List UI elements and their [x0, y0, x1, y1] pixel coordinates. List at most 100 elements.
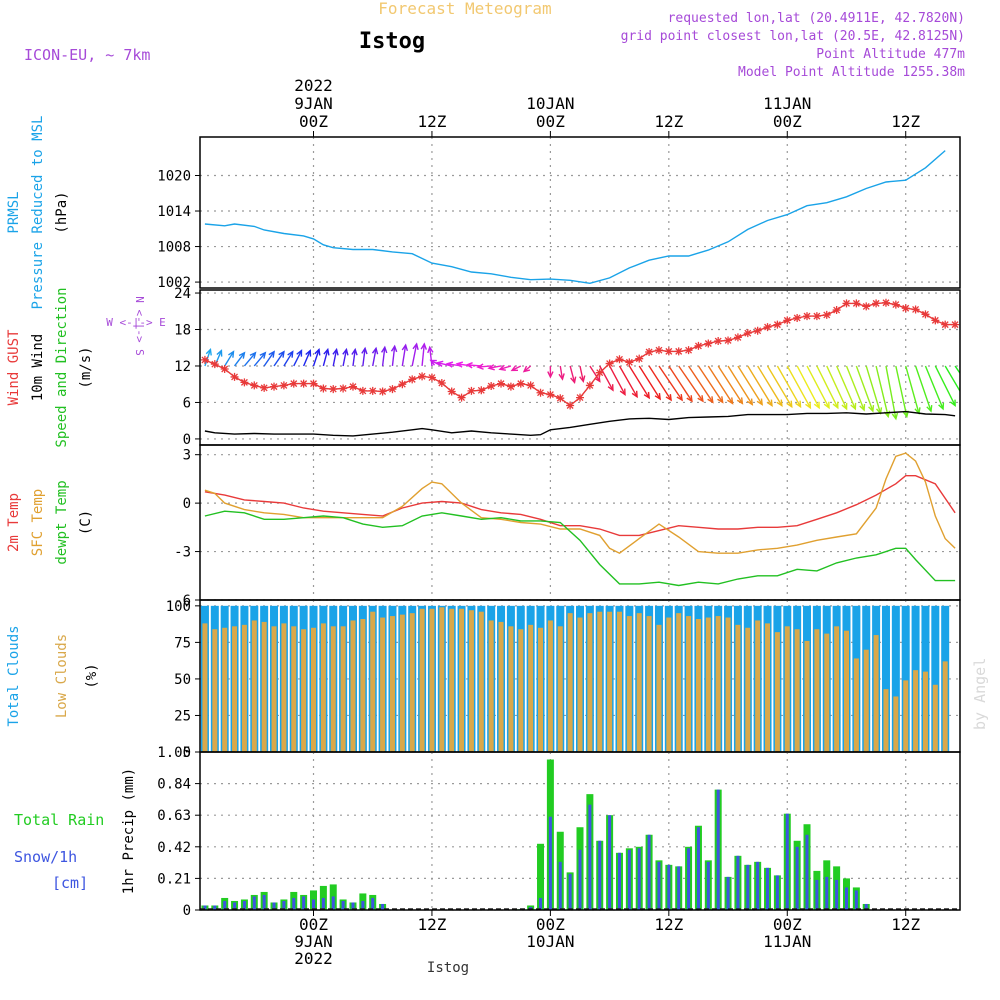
bar-snow [361, 900, 365, 910]
bar-low-clouds [626, 616, 632, 752]
x-tick-label-bottom: 00Z [299, 915, 328, 934]
gust-marker [684, 346, 693, 355]
wind-arrow-head [361, 346, 368, 355]
wind-arrow [766, 365, 793, 408]
wind-arrow-head [412, 342, 419, 350]
gust-marker [348, 382, 357, 391]
wind-arrow [668, 365, 693, 402]
bar-low-clouds [932, 684, 938, 752]
wind-arrow-head [676, 394, 683, 402]
wind-arrow-head [305, 349, 312, 357]
wind-arrow [816, 365, 839, 409]
bar-low-clouds [508, 626, 514, 752]
wind-arrow [638, 365, 661, 400]
bar-low-clouds [360, 619, 366, 752]
wind-arrow-head [570, 376, 577, 385]
wind-arrow [477, 365, 492, 368]
bar-low-clouds [636, 613, 642, 752]
gust-marker [437, 379, 446, 387]
wind-arrow [391, 346, 396, 367]
wind-arrow-head [351, 347, 358, 356]
bar-low-clouds [222, 627, 228, 752]
panel-label: 2m Temp [6, 493, 22, 552]
wind-arrow-head [619, 388, 626, 396]
wind-arrow [224, 351, 235, 367]
wind-arrow-head [850, 402, 857, 411]
x-tick-label-bottom: 11JAN [763, 932, 811, 951]
bar-low-clouds [735, 624, 741, 752]
panel-label: Total Clouds [6, 625, 22, 726]
gust-marker [595, 368, 604, 377]
wind-arrow-head [594, 375, 601, 383]
wind-arrow [717, 365, 743, 404]
wind-arrow-head [205, 347, 212, 356]
bar-snow [637, 848, 641, 910]
bar-low-clouds [587, 613, 593, 752]
bar-low-clouds [241, 624, 247, 752]
wind-arrow-head [420, 342, 427, 350]
y-tick-label: 0.21 [157, 871, 191, 887]
bar-snow [568, 873, 572, 910]
wind-arrow [826, 365, 848, 410]
bar-low-clouds [557, 626, 563, 752]
y-tick-label: 6 [183, 395, 191, 411]
bar-snow [835, 879, 839, 910]
x-tick-label-bottom: 12Z [891, 915, 920, 934]
bar-total-clouds [891, 605, 900, 752]
wind-arrow-head [686, 395, 693, 403]
bar-snow [203, 905, 207, 910]
wind-arrow-head [727, 397, 734, 405]
wind-arrow [312, 349, 320, 367]
gust-marker [931, 316, 940, 325]
bar-snow [795, 846, 799, 910]
bar-low-clouds [784, 626, 790, 752]
gust-marker [289, 379, 298, 388]
bar-low-clouds [567, 613, 573, 752]
wind-arrow-head [498, 364, 506, 371]
wind-arrow [429, 347, 433, 367]
bar-low-clouds [340, 626, 346, 752]
gust-marker [566, 401, 575, 410]
plot-area [200, 605, 950, 752]
gust-marker [210, 360, 219, 369]
bar-low-clouds [380, 617, 386, 752]
wind-arrow-head [823, 401, 830, 410]
wind-arrow-head [323, 347, 330, 356]
bar-low-clouds [676, 613, 682, 752]
wind-arrow-head [891, 412, 899, 421]
wind-arrow [253, 352, 266, 367]
bar-snow [854, 890, 858, 910]
bar-low-clouds [755, 620, 761, 752]
bar-snow [321, 897, 325, 910]
bar-low-clouds [488, 620, 494, 752]
gust-marker [427, 373, 436, 382]
wind-arrow-head [717, 396, 724, 404]
bar-low-clouds [646, 616, 652, 752]
gust-marker [605, 359, 614, 368]
wind-arrow [488, 365, 502, 369]
bar-snow [252, 896, 256, 910]
wind-arrow [233, 352, 246, 367]
bar-snow [687, 848, 691, 910]
x-tick-label-bottom: 10JAN [526, 932, 574, 951]
wind-arrow-head [697, 395, 704, 403]
bar-snow [785, 813, 789, 910]
bar-snow [677, 866, 681, 910]
bar-low-clouds [409, 613, 415, 752]
wind-arrow-head [902, 410, 909, 419]
wind-arrow-head [510, 365, 518, 372]
gust-marker [645, 348, 654, 356]
y-tick-label: -6 [174, 593, 191, 609]
gust-marker [309, 379, 318, 388]
y-tick-label: 0 [183, 903, 191, 919]
wind-arrow-head [795, 400, 802, 409]
bar-snow [608, 815, 612, 910]
y-tick-label: 100 [166, 599, 191, 615]
plot-layer: 1002 1008 1014 1020 PRMSL Pressure Reduced to… [6, 76, 961, 968]
panel-label: (m/s) [78, 346, 94, 388]
wind-arrow [944, 365, 960, 393]
wind-arrow-head [579, 375, 586, 383]
bar-snow [272, 902, 276, 910]
wind-arrow [511, 365, 522, 372]
wind-arrow-head [371, 346, 379, 355]
